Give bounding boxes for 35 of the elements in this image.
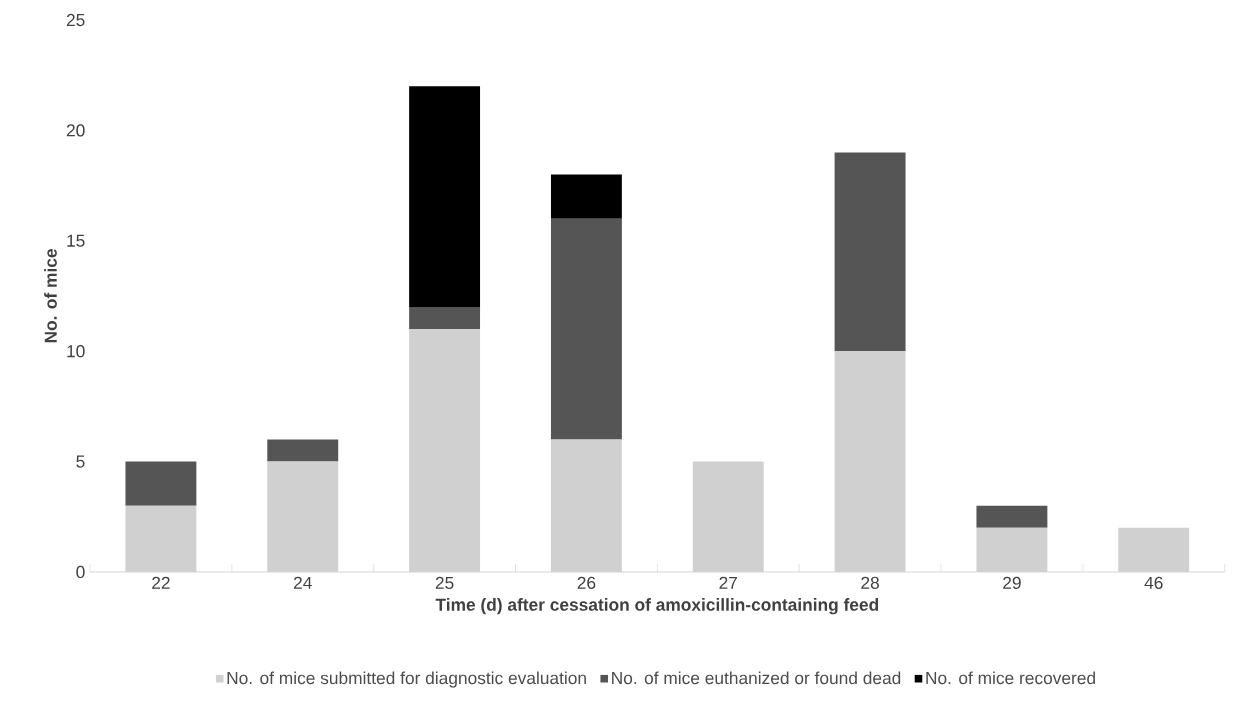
y-tick-label: 10 [67,345,85,358]
y-tick-label: 20 [66,124,85,137]
bar [1118,527,1190,572]
y-tick-label: 25 [66,13,85,27]
bar [409,307,481,330]
bar [550,439,622,572]
bar [409,329,481,572]
bar [125,461,197,506]
x-tick-label: 22 [152,576,170,589]
bar [692,461,764,572]
x-tick-label: 25 [435,576,454,589]
bar [976,505,1048,528]
bar [125,505,197,572]
y-axis-title: No. of mice [44,249,57,343]
bar [976,527,1048,572]
x-tick-label: 24 [293,576,312,589]
y-tick-label: 15 [67,234,85,247]
bar [834,351,906,572]
y-tick-label: 0 [76,565,85,579]
x-tick-label: 26 [577,576,596,589]
legend-label: No. of mice recovered [926,671,1095,685]
x-tick-label: 29 [1003,576,1021,589]
bar [267,439,339,462]
bar [409,86,481,308]
x-axis-title: Time (d) after cessation of amoxicillin-containing feed [435,598,879,615]
bar [550,174,622,219]
bar [834,152,906,352]
legend-label: No. of mice submitted for diagnostic evaluation [227,671,586,688]
bar [267,461,339,572]
x-tick-label: 27 [719,576,738,589]
bar [550,218,622,440]
x-tick-label: 28 [861,576,879,589]
x-tick-label: 46 [1144,576,1163,589]
legend-label: No. of mice euthanized or found dead [612,671,901,685]
y-tick-label: 5 [76,455,85,468]
